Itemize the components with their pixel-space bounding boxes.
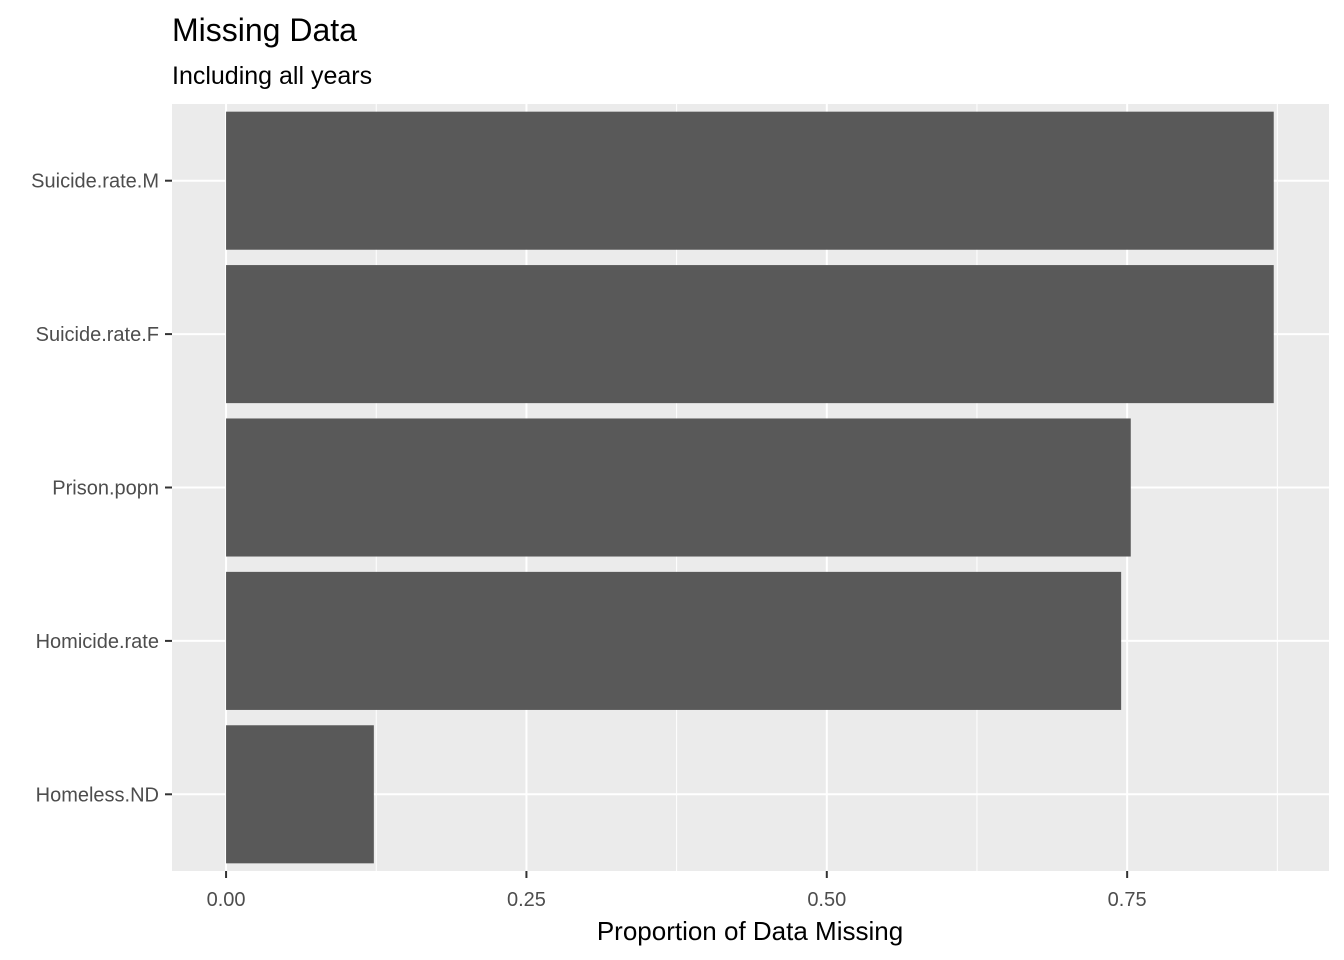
- bar-suicide-rate-m: [226, 111, 1274, 250]
- bars: [226, 111, 1274, 864]
- chart-subtitle: Including all years: [172, 62, 372, 90]
- x-axis: 0.00 0.25 0.50 0.75: [207, 871, 1147, 911]
- y-axis: Suicide.rate.M Suicide.rate.F Prison.popn H…: [31, 171, 172, 806]
- bar-prison-popn: [226, 418, 1131, 557]
- x-tick-label: 0.75: [1108, 889, 1147, 911]
- x-tick-label: 0.50: [807, 889, 846, 911]
- chart-title: Missing Data: [172, 12, 357, 48]
- y-tick-label: Homicide.rate: [36, 631, 159, 653]
- x-tick-label: 0.25: [507, 889, 546, 911]
- y-tick-label: Suicide.rate.M: [31, 171, 159, 193]
- x-axis-title: Proportion of Data Missing: [597, 916, 903, 946]
- bar-suicide-rate-f: [226, 265, 1274, 404]
- y-tick-label: Homeless.ND: [36, 784, 159, 806]
- bar-homicide-rate: [226, 571, 1122, 710]
- bar-homeless-nd: [226, 725, 374, 864]
- y-tick-label: Suicide.rate.F: [36, 324, 159, 346]
- y-tick-label: Prison.popn: [52, 478, 159, 500]
- x-tick-label: 0.00: [207, 889, 246, 911]
